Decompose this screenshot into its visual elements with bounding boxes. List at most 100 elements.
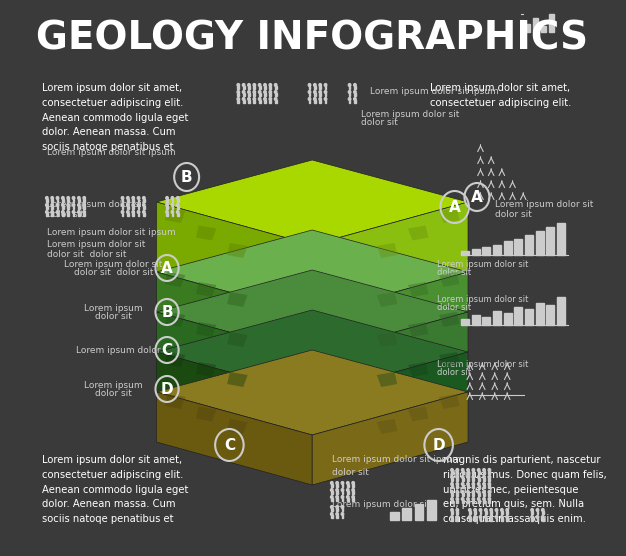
- Polygon shape: [156, 310, 468, 395]
- Polygon shape: [156, 352, 312, 435]
- Bar: [462, 471, 464, 474]
- Text: D: D: [433, 438, 445, 453]
- Text: dolor sit: dolor sit: [437, 268, 471, 277]
- Circle shape: [46, 203, 48, 206]
- Bar: [177, 200, 178, 202]
- Bar: [51, 214, 53, 216]
- Polygon shape: [312, 312, 468, 395]
- Circle shape: [143, 211, 145, 214]
- Bar: [467, 500, 469, 503]
- Circle shape: [483, 475, 485, 478]
- Text: Lorem ipsum dolor sit: Lorem ipsum dolor sit: [437, 295, 528, 304]
- Bar: [451, 471, 453, 474]
- Circle shape: [531, 509, 533, 512]
- Circle shape: [264, 91, 266, 93]
- Bar: [352, 492, 354, 494]
- Polygon shape: [408, 322, 428, 337]
- Bar: [275, 93, 277, 96]
- Circle shape: [166, 203, 168, 206]
- Circle shape: [468, 509, 471, 512]
- Bar: [461, 251, 469, 255]
- Bar: [172, 214, 173, 216]
- Bar: [331, 492, 332, 494]
- Circle shape: [347, 495, 349, 498]
- Bar: [536, 512, 538, 514]
- Circle shape: [73, 203, 74, 206]
- Circle shape: [336, 489, 339, 492]
- Bar: [331, 498, 332, 501]
- Circle shape: [472, 469, 475, 471]
- Polygon shape: [408, 362, 428, 377]
- Bar: [515, 307, 522, 325]
- Circle shape: [478, 490, 480, 493]
- Bar: [237, 93, 239, 96]
- Circle shape: [248, 83, 250, 86]
- Text: Lorem ipsum: Lorem ipsum: [85, 380, 143, 390]
- Polygon shape: [156, 312, 312, 395]
- Circle shape: [451, 490, 453, 493]
- Circle shape: [472, 490, 475, 493]
- Bar: [525, 24, 530, 32]
- Bar: [68, 214, 69, 216]
- Bar: [456, 518, 458, 521]
- Circle shape: [536, 509, 539, 512]
- Circle shape: [456, 475, 459, 478]
- Polygon shape: [165, 208, 185, 223]
- Circle shape: [474, 515, 476, 518]
- Bar: [336, 484, 338, 487]
- Circle shape: [352, 495, 354, 498]
- Bar: [138, 206, 140, 209]
- Bar: [46, 200, 48, 202]
- Circle shape: [531, 515, 533, 518]
- Bar: [480, 512, 481, 514]
- Bar: [243, 101, 245, 103]
- Circle shape: [253, 91, 255, 93]
- Circle shape: [456, 509, 459, 512]
- Bar: [496, 512, 498, 514]
- Bar: [536, 303, 544, 325]
- Bar: [504, 313, 511, 325]
- Text: Lorem ipsum dolor sit: Lorem ipsum dolor sit: [437, 360, 528, 369]
- Bar: [347, 484, 349, 487]
- Polygon shape: [165, 312, 185, 327]
- Bar: [354, 86, 356, 89]
- Circle shape: [467, 490, 470, 493]
- Bar: [78, 214, 80, 216]
- Circle shape: [347, 481, 349, 484]
- Circle shape: [126, 203, 129, 206]
- Circle shape: [166, 197, 168, 200]
- Bar: [83, 206, 85, 209]
- Circle shape: [483, 498, 485, 500]
- Bar: [483, 471, 485, 474]
- Polygon shape: [165, 272, 185, 287]
- Circle shape: [61, 203, 64, 206]
- Bar: [488, 478, 490, 481]
- Bar: [501, 512, 503, 514]
- Bar: [121, 214, 123, 216]
- Circle shape: [269, 98, 272, 101]
- Circle shape: [472, 475, 475, 478]
- Circle shape: [324, 83, 327, 86]
- Circle shape: [331, 489, 333, 492]
- Circle shape: [177, 211, 179, 214]
- Bar: [462, 485, 464, 488]
- Polygon shape: [377, 292, 398, 307]
- Bar: [475, 518, 476, 521]
- Circle shape: [506, 515, 508, 518]
- Bar: [483, 493, 485, 496]
- Text: Lorem ipsum dolor sit amet,
consectetuer adipiscing elit.
Aenean commodo ligula : Lorem ipsum dolor sit amet, consectetuer…: [43, 455, 189, 524]
- Circle shape: [478, 498, 480, 500]
- Circle shape: [308, 98, 310, 101]
- Bar: [309, 86, 310, 89]
- Bar: [469, 512, 471, 514]
- Bar: [325, 86, 326, 89]
- Circle shape: [352, 489, 354, 492]
- Bar: [143, 206, 145, 209]
- Circle shape: [461, 490, 464, 493]
- Circle shape: [137, 211, 140, 214]
- Circle shape: [248, 91, 250, 93]
- Circle shape: [461, 469, 464, 471]
- Bar: [243, 93, 245, 96]
- Bar: [127, 206, 129, 209]
- Circle shape: [341, 495, 344, 498]
